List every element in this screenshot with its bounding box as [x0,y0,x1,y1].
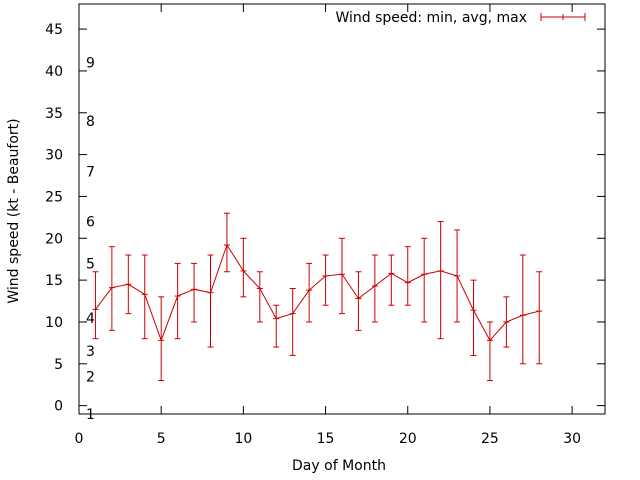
error-bar [470,279,477,356]
y-tick-label: 35 [45,106,63,122]
error-bar [108,246,115,331]
error-bar [256,271,263,323]
series-line [95,243,540,342]
error-bar [141,254,148,340]
error-bar [223,212,230,273]
beaufort-label: 6 [86,215,95,231]
y-tick-label: 30 [45,148,63,164]
error-bar [289,287,296,356]
y-tick-label: 40 [45,64,63,80]
beaufort-label: 1 [86,407,95,423]
error-bar [306,262,313,323]
beaufort-scale-labels: 1 2 3 4 5 6 7 8 9 [86,56,95,423]
error-bar [158,296,165,382]
error-bar [388,254,395,306]
error-bar [404,246,411,306]
error-bar [371,254,378,323]
y-tick-label: 25 [45,189,63,205]
y-tick-label: 20 [45,231,63,247]
y-tick-label: 15 [45,273,63,289]
error-bar [240,237,247,298]
x-tick-label: 25 [481,431,499,447]
axis-ticks [78,4,605,414]
legend-label: Wind speed: min, avg, max [335,10,527,26]
x-tick-label: 30 [563,431,581,447]
beaufort-label: 4 [86,311,95,327]
error-bar [437,221,444,340]
error-bar [125,254,132,315]
error-bar [207,254,214,348]
beaufort-label: 9 [86,56,95,72]
y-tick-label: 5 [54,357,63,373]
y-tick-label: 10 [45,315,63,331]
y-tick-labels: 0 5 10 15 20 25 30 35 40 45 [45,22,63,415]
x-tick-label: 15 [317,431,335,447]
error-bar [355,271,362,331]
legend-sample-line [540,13,586,21]
error-bar [92,271,99,340]
error-bar [339,237,345,315]
x-tick-label: 0 [75,431,84,447]
x-tick-label: 20 [399,431,417,447]
plot-frame [78,3,606,415]
error-bar [273,304,280,348]
y-tick-label: 0 [54,399,63,415]
x-axis-title: Day of Month [292,458,386,474]
x-tick-labels: 0 5 10 15 20 25 30 [75,431,582,447]
beaufort-label: 7 [86,164,95,180]
error-bar [174,262,181,340]
error-bar [536,271,543,365]
error-bar [519,254,526,365]
error-bar [486,321,493,382]
x-tick-label: 10 [234,431,252,447]
y-axis-title: Wind speed (kt - Beaufort) [6,118,22,303]
error-bar [191,262,198,323]
legend: Wind speed: min, avg, max [335,10,586,26]
beaufort-label: 5 [86,256,95,272]
error-bar [421,237,428,323]
error-bar [322,254,329,306]
series-wind-speed [92,212,543,382]
x-tick-label: 5 [157,431,166,447]
error-bar [503,296,510,348]
beaufort-label: 3 [86,344,95,360]
y-tick-label: 45 [45,22,63,38]
beaufort-label: 2 [86,369,95,385]
error-bar [454,229,461,323]
beaufort-label: 8 [86,114,95,130]
